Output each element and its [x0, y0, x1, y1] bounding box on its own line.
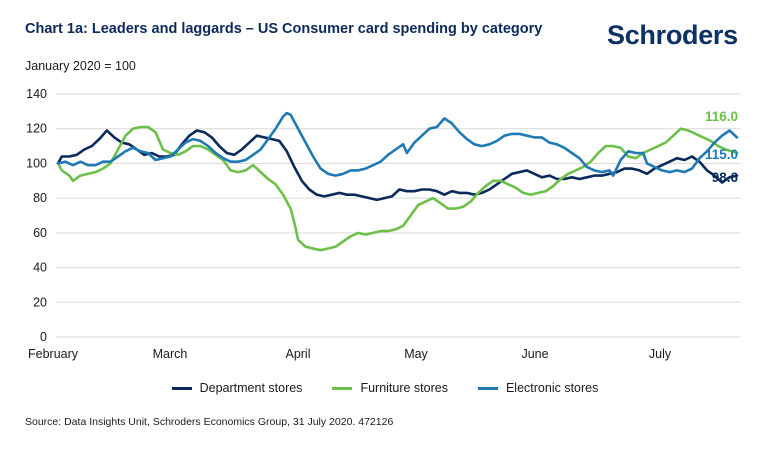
- y-tick-label: 140: [26, 87, 47, 101]
- x-tick-label: April: [285, 347, 310, 361]
- x-tick-label: March: [153, 347, 188, 361]
- x-tick-label: May: [404, 347, 428, 361]
- series-line-furniture-stores: [56, 125, 739, 252]
- gridlines: [56, 93, 740, 338]
- y-tick-label: 40: [33, 261, 47, 275]
- legend-swatch: [477, 386, 498, 390]
- y-tick-label: 80: [33, 191, 47, 205]
- source-note: Source: Data Insights Unit, Schroders Ec…: [25, 416, 394, 428]
- legend-label: Furniture stores: [360, 381, 448, 395]
- end-value-label: 115.0: [705, 147, 738, 162]
- chart-title: Chart 1a: Leaders and laggards – US Cons…: [25, 21, 543, 37]
- x-tick-label: July: [649, 347, 672, 361]
- chart-subtitle: January 2020 = 100: [25, 59, 136, 73]
- legend-item: Furniture stores: [332, 381, 448, 395]
- y-tick-label: 100: [26, 156, 47, 170]
- legend: Department stores Furniture stores Electro…: [0, 381, 770, 395]
- y-tick-label: 0: [40, 330, 47, 344]
- legend-swatch: [332, 386, 353, 390]
- legend-item: Electronic stores: [477, 381, 599, 395]
- y-axis-ticks: 0 20 40 60 80 100 120 140: [26, 87, 47, 344]
- end-value-label: 116.0: [705, 109, 738, 124]
- legend-label: Department stores: [199, 381, 303, 395]
- y-tick-label: 120: [26, 122, 47, 136]
- series-end-labels: 98.6 116.0 115.0: [705, 109, 739, 185]
- y-tick-label: 60: [33, 226, 47, 240]
- schroders-logo: Schroders: [607, 20, 738, 50]
- series-lines: [56, 111, 739, 252]
- y-tick-label: 20: [33, 295, 47, 309]
- legend-item: Department stores: [171, 381, 303, 395]
- legend-swatch: [171, 386, 192, 390]
- x-tick-label: February: [28, 347, 79, 361]
- end-value-label: 98.6: [712, 170, 739, 185]
- x-axis-ticks: February March April May June July: [28, 347, 672, 361]
- x-tick-label: June: [521, 347, 548, 361]
- legend-label: Electronic stores: [505, 381, 599, 395]
- series-line-electronic-stores: [56, 111, 739, 177]
